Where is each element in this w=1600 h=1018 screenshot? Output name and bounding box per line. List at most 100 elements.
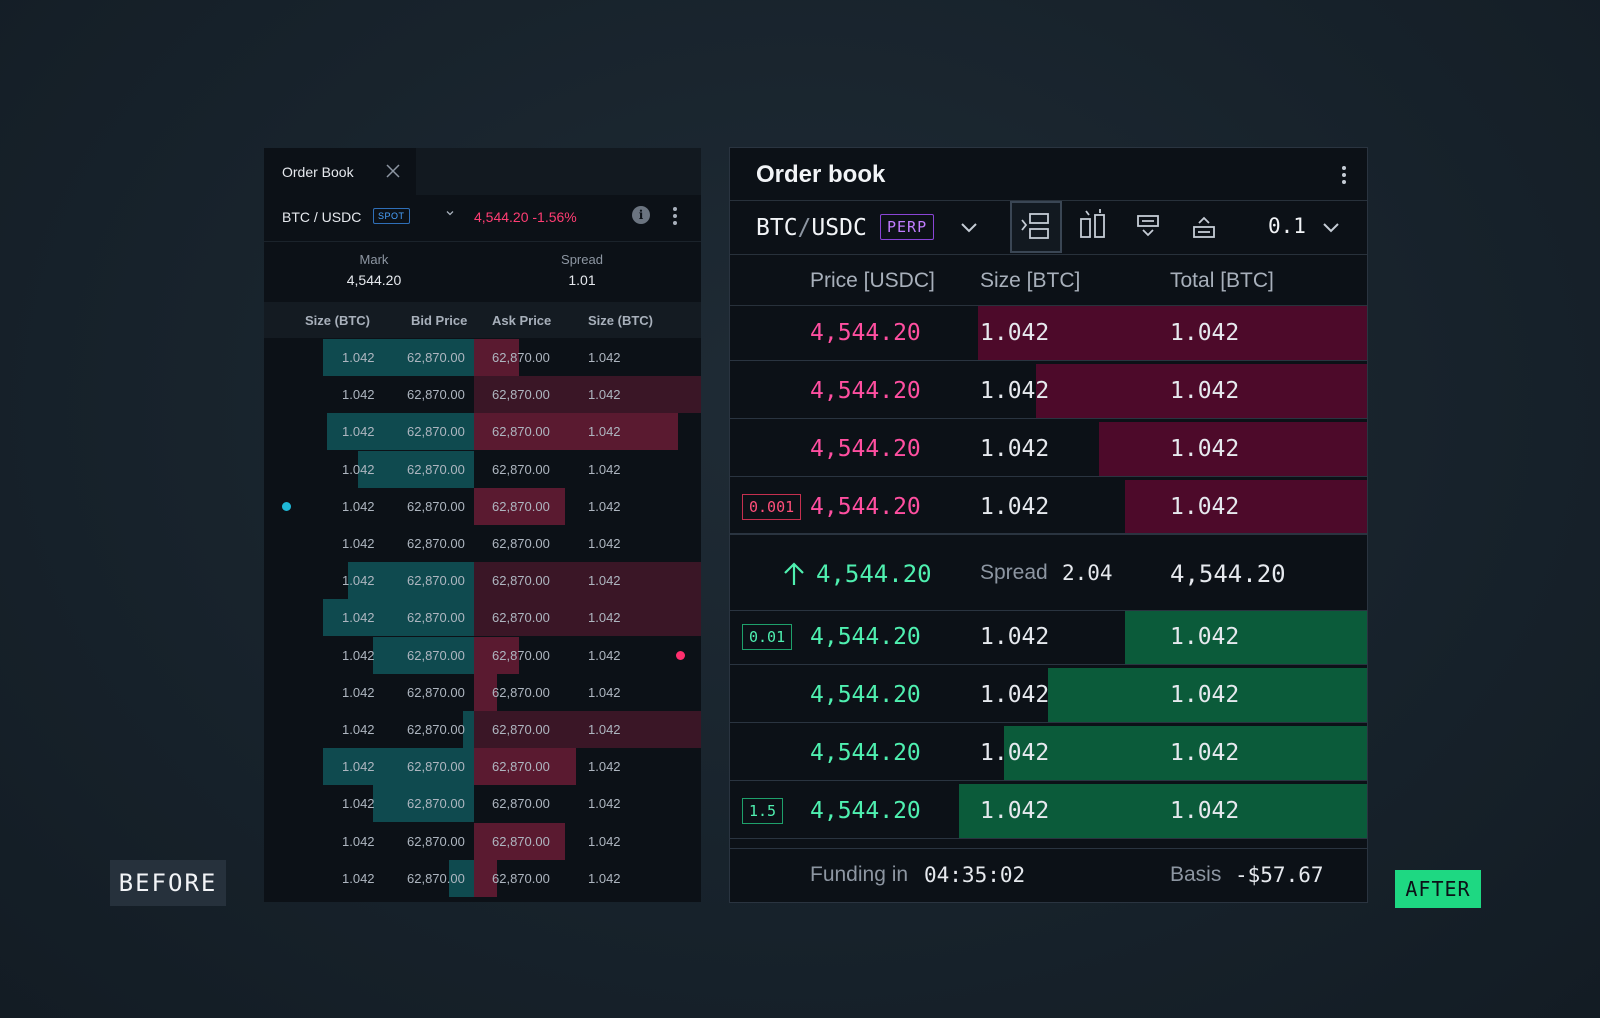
ask-depth-bar [474,339,519,376]
ask-price: 4,544.20 [810,378,921,404]
before-label: BEFORE [110,860,226,906]
pair-name[interactable]: BTC/USDC [756,215,867,241]
ask-price: 62,870.00 [492,833,550,849]
split-view-button[interactable] [1066,201,1118,253]
funding-label: Funding in [810,863,909,886]
bid-depth-bar [463,711,474,748]
bid-price: 62,870.00 [407,796,465,812]
bid-price: 62,870.00 [407,387,465,403]
column-headers: Price [USDC] Size [BTC] Total [BTC] [730,255,1367,306]
ask-depth-bar [474,413,678,451]
ask-total: 1.042 [1170,378,1240,404]
ask-price: 62,870.00 [492,536,550,551]
chevron-down-icon[interactable] [1320,216,1342,238]
spread-label: Spread [561,252,603,267]
ask-depth-bar [474,673,497,711]
order-row[interactable]: 1.042 62,870.00 62,870.00 1.042 [264,562,701,600]
ask-depth-bar [978,306,1367,360]
pair-base: BTC [756,215,798,241]
close-icon[interactable] [384,162,402,180]
order-row[interactable]: 1.042 62,870.00 62,870.00 1.042 [264,748,701,786]
own-order-size-badge[interactable]: 1.5 [742,798,784,824]
tick-size-select[interactable]: 0.1 [1268,214,1306,238]
ask-price: 62,870.00 [492,684,550,700]
ask-price: 62,870.00 [492,573,550,589]
ask-price: 4,544.20 [810,320,921,346]
order-row[interactable]: 1.042 62,870.00 62,870.00 1.042 [264,487,701,525]
bid-size: 1.042 [980,624,1050,650]
order-row[interactable]: 1.042 62,870.00 62,870.00 1.042 [264,376,701,414]
mid-price-row: 4,544.20 Spread 2.04 4,544.20 [730,533,1367,611]
asks-only-button[interactable] [1178,201,1230,253]
order-row[interactable]: 1.042 62,870.00 62,870.00 1.042 [264,636,701,674]
bid-depth-bar [327,413,474,451]
ask-size: 1.042 [588,387,621,403]
order-row[interactable]: 1.042 62,870.00 62,870.00 1.042 [264,599,701,637]
row-divider [730,360,1367,361]
more-vertical-icon[interactable] [1340,164,1348,186]
after-label: AFTER [1395,870,1481,908]
bids-only-button[interactable] [1122,201,1174,253]
bid-depth-bar [1048,668,1367,722]
divider [730,200,1367,201]
bid-row[interactable]: 1.5 4,544.20 1.042 1.042 [730,784,1367,838]
bid-depth-bar [323,599,474,637]
ask-row[interactable]: 4,544.20 1.042 1.042 [730,422,1367,476]
ask-total: 1.042 [1170,436,1240,462]
ask-size: 1.042 [588,536,621,551]
bid-row[interactable]: 0.01 4,544.20 1.042 1.042 [730,610,1367,664]
col-size: Size [BTC] [980,269,1081,292]
info-icon[interactable]: i [632,206,650,224]
own-order-dot [676,650,685,660]
spread-value: 1.01 [568,272,596,288]
col-ask-size: Size (BTC) [588,313,653,328]
own-order-size-badge[interactable]: 0.01 [742,624,793,650]
order-row[interactable]: 1.042 62,870.00 62,870.00 1.042 [264,525,701,562]
row-divider [730,722,1367,723]
tab-order-book[interactable]: Order Book [264,148,416,195]
ask-depth-bar [474,636,519,674]
bid-total: 1.042 [1170,682,1240,708]
stacked-view-button[interactable] [1010,201,1062,253]
order-row[interactable]: 1.042 62,870.00 62,870.00 1.042 [264,413,701,451]
ask-row[interactable]: 0.001 4,544.20 1.042 1.042 [730,480,1367,534]
bid-price: 62,870.00 [407,684,465,700]
order-row[interactable]: 1.042 62,870.00 62,870.00 1.042 [264,859,701,897]
bid-price: 62,870.00 [407,870,465,886]
basis-label: Basis [1170,863,1222,886]
bid-size: 1.042 [342,796,375,812]
ask-size: 1.042 [980,436,1050,462]
order-row[interactable]: 1.042 62,870.00 62,870.00 1.042 [264,711,701,748]
ask-depth-bar [474,562,701,600]
row-divider [730,534,1367,535]
chevron-down-icon[interactable] [958,216,980,238]
order-row[interactable]: 1.042 62,870.00 62,870.00 1.042 [264,822,701,860]
order-row[interactable]: 1.042 62,870.00 62,870.00 1.042 [264,785,701,823]
more-vertical-icon[interactable] [672,205,678,227]
bid-depth-bar [323,748,474,786]
bid-depth-bar [449,859,474,897]
ask-row[interactable]: 4,544.20 1.042 1.042 [730,364,1367,418]
pair-name[interactable]: BTC / USDC [282,209,362,225]
ask-depth-bar [1036,364,1367,418]
bid-row[interactable]: 4,544.20 1.042 1.042 [730,726,1367,780]
row-divider [730,838,1367,839]
bid-size: 1.042 [980,798,1050,824]
bid-price: 62,870.00 [407,610,465,626]
chevron-down-icon[interactable] [444,207,456,219]
bid-size: 1.042 [342,461,375,477]
order-row[interactable]: 1.042 62,870.00 62,870.00 1.042 [264,673,701,711]
ask-price: 62,870.00 [492,461,550,477]
bid-row[interactable]: 4,544.20 1.042 1.042 [730,668,1367,722]
order-row[interactable]: 1.042 62,870.00 62,870.00 1.042 [264,339,701,376]
ask-row[interactable]: 4,544.20 1.042 1.042 [730,306,1367,360]
divider [730,254,1367,255]
own-order-size-badge[interactable]: 0.001 [742,494,802,520]
ask-depth-bar [474,859,497,897]
bid-total: 1.042 [1170,624,1240,650]
ask-size: 1.042 [980,378,1050,404]
ask-size: 1.042 [588,759,621,775]
ask-price: 62,870.00 [492,498,550,514]
bid-total: 1.042 [1170,740,1240,766]
order-row[interactable]: 1.042 62,870.00 62,870.00 1.042 [264,450,701,488]
